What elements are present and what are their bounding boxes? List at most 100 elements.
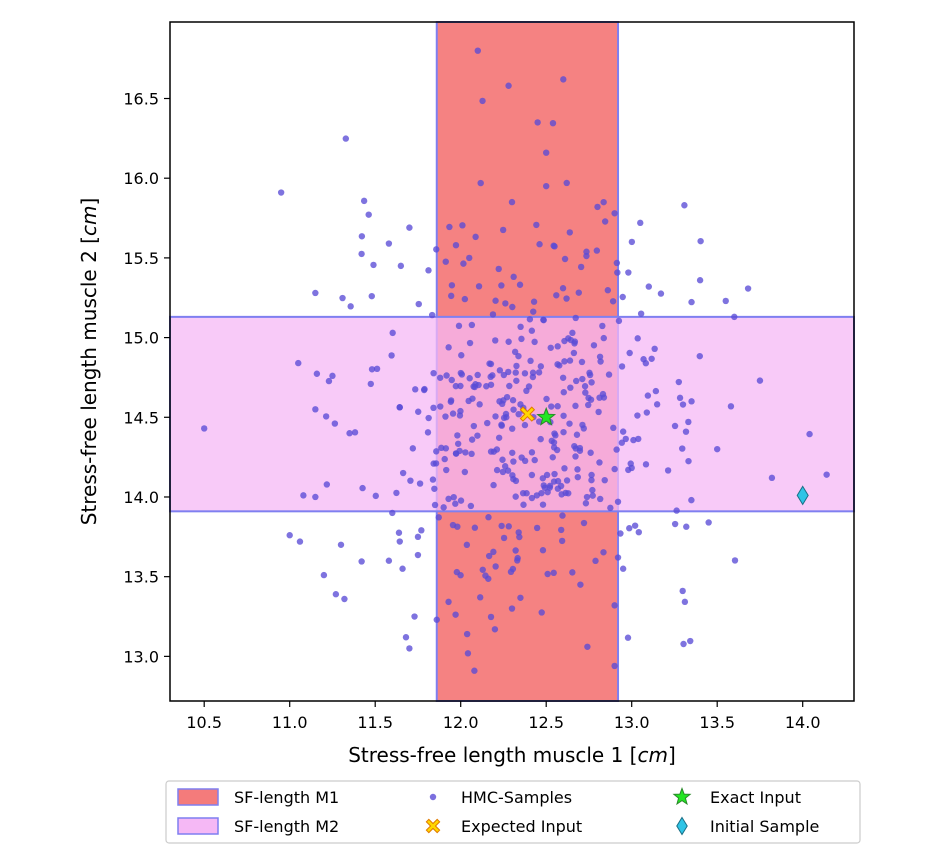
- hmc-sample-point: [501, 463, 509, 470]
- hmc-sample-point: [468, 450, 475, 458]
- hmc-sample-point: [468, 321, 476, 329]
- hmc-sample-point: [592, 557, 599, 565]
- hmc-sample-point: [558, 491, 565, 498]
- hmc-sample-point: [605, 371, 613, 378]
- hmc-sample-point: [495, 434, 503, 441]
- hmc-sample-point: [424, 429, 432, 436]
- hmc-sample-point: [559, 285, 567, 292]
- hmc-sample-point: [599, 390, 607, 398]
- hmc-sample-point: [538, 609, 545, 616]
- hmc-sample-point: [503, 393, 511, 401]
- hmc-sample-point: [595, 408, 602, 416]
- hmc-sample-point: [567, 384, 574, 391]
- hmc-sample-point: [332, 591, 340, 598]
- x-tick-label: 11.5: [357, 713, 393, 732]
- hmc-sample-point: [420, 386, 428, 394]
- hmc-sample-point: [551, 470, 558, 478]
- hmc-sample-point: [452, 241, 460, 249]
- hmc-sample-point: [577, 263, 585, 271]
- hmc-sample-point: [682, 428, 690, 435]
- hmc-sample-point: [463, 630, 471, 638]
- expected-input-marker: [519, 406, 536, 422]
- hmc-sample-point: [447, 398, 455, 405]
- hmc-sample-point: [681, 202, 688, 209]
- hmc-sample-point: [590, 342, 598, 349]
- hmc-sample-point: [559, 374, 567, 381]
- x-tick-label: 14.0: [785, 713, 821, 732]
- x-tick-label: 11.0: [272, 713, 308, 732]
- hmc-sample-point: [428, 311, 436, 319]
- hmc-sample-point: [600, 549, 607, 556]
- hmc-sample-point: [563, 477, 571, 484]
- hmc-sample-point: [688, 298, 695, 306]
- hmc-sample-point: [508, 425, 516, 432]
- hmc-sample-point: [412, 386, 419, 393]
- hmc-sample-point: [547, 344, 554, 351]
- hmc-sample-point: [506, 382, 513, 390]
- hmc-sample-point: [471, 667, 478, 674]
- hmc-sample-point: [617, 530, 624, 537]
- hmc-sample-point: [569, 569, 576, 576]
- hmc-sample-point: [688, 398, 695, 405]
- hmc-sample-point: [286, 532, 293, 539]
- hmc-sample-point: [431, 485, 438, 492]
- hmc-sample-point: [446, 223, 453, 231]
- hmc-sample-point: [477, 594, 484, 601]
- hmc-sample-point: [685, 418, 692, 426]
- hmc-sample-point: [429, 476, 437, 483]
- hmc-sample-point: [341, 595, 348, 603]
- hmc-sample-point: [472, 233, 479, 241]
- legend-marker: [676, 816, 688, 836]
- hmc-sample-point: [627, 460, 634, 467]
- y-tick-label: 14.0: [123, 488, 159, 507]
- hmc-sample-point: [323, 481, 331, 488]
- hmc-sample-point: [457, 407, 464, 415]
- hmc-sample-point: [521, 421, 529, 429]
- hmc-sample-point: [683, 523, 690, 530]
- hmc-sample-point: [560, 76, 567, 83]
- hmc-sample-point: [565, 490, 572, 497]
- legend-label: Initial Sample: [710, 817, 819, 836]
- hmc-sample-point: [493, 466, 501, 474]
- hmc-sample-point: [626, 349, 633, 357]
- hmc-sample-point: [523, 490, 530, 497]
- hmc-sample-point: [515, 529, 522, 536]
- hmc-sample-point: [512, 493, 519, 500]
- hmc-sample-point: [492, 297, 499, 304]
- legend-marker: [672, 787, 692, 806]
- hmc-sample-point: [675, 378, 683, 386]
- hmc-sample-point: [570, 349, 578, 357]
- hmc-sample-point: [399, 565, 406, 572]
- hmc-sample-point: [572, 453, 579, 460]
- hmc-sample-point: [503, 414, 510, 421]
- hmc-sample-point: [425, 414, 432, 422]
- hmc-sample-point: [452, 500, 459, 507]
- hmc-sample-point: [652, 387, 660, 395]
- hmc-sample-point: [587, 449, 594, 456]
- hmc-sample-point: [571, 442, 578, 450]
- hmc-sample-point: [645, 283, 652, 290]
- hmc-sample-point: [806, 430, 813, 438]
- y-tick-label: 15.0: [123, 329, 159, 348]
- hmc-sample-point: [600, 198, 607, 206]
- hmc-sample-point: [430, 369, 437, 377]
- hmc-sample-point: [580, 519, 588, 527]
- hmc-sample-point: [368, 292, 375, 300]
- hmc-sample-point: [548, 403, 555, 410]
- hmc-sample-point: [406, 645, 413, 652]
- hmc-sample-point: [479, 566, 486, 573]
- hmc-sample-point: [551, 430, 558, 437]
- hmc-sample-point: [313, 370, 321, 377]
- hmc-sample-point: [537, 435, 544, 443]
- hmc-sample-point: [589, 486, 596, 494]
- hmc-sample-point: [449, 410, 457, 417]
- hmc-sample-point: [201, 425, 208, 432]
- hmc-sample-point: [577, 581, 584, 588]
- hmc-sample-point: [596, 353, 604, 360]
- hmc-sample-point: [367, 380, 374, 388]
- plot-frame: [169, 21, 855, 702]
- hmc-sample-point: [596, 459, 603, 466]
- hmc-sample-point: [433, 616, 440, 623]
- hmc-sample-point: [458, 371, 466, 378]
- hmc-sample-point: [588, 476, 595, 484]
